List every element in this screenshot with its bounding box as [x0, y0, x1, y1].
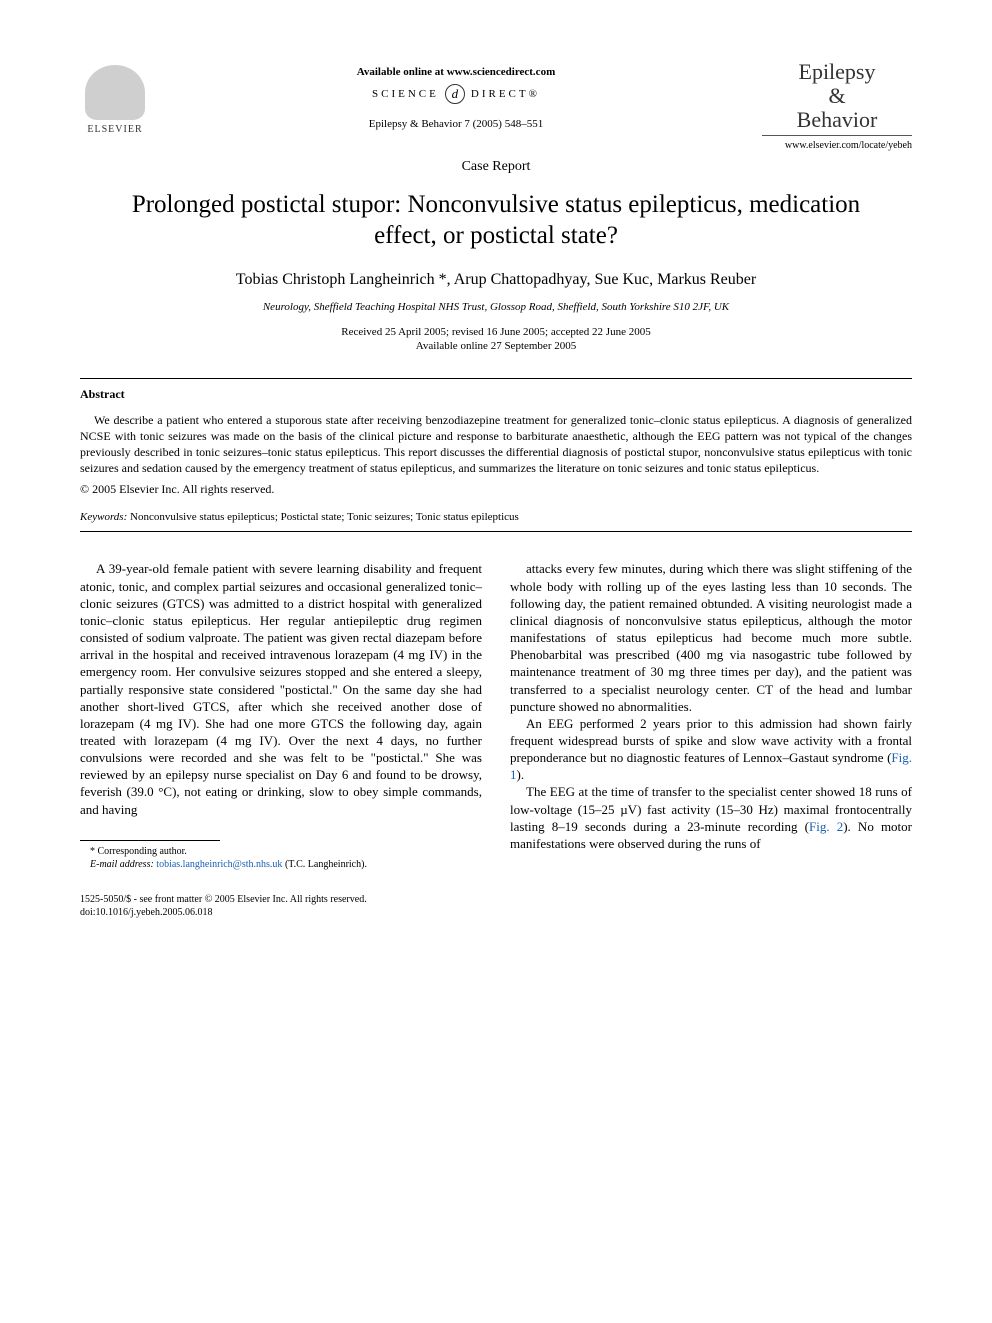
abstract-heading: Abstract	[80, 387, 912, 402]
footnote-rule	[80, 840, 220, 841]
publisher-name: ELSEVIER	[87, 124, 142, 135]
dates-online: Available online 27 September 2005	[80, 339, 912, 353]
body-columns: A 39-year-old female patient with severe…	[80, 560, 912, 918]
journal-title-amp: &	[762, 84, 912, 108]
keywords-text: Nonconvulsive status epilepticus; Postic…	[127, 511, 519, 523]
header-center: Available online at www.sciencedirect.co…	[150, 60, 762, 130]
abstract-top-rule	[80, 378, 912, 379]
footnote-email-line: E-mail address: tobias.langheinrich@sth.…	[80, 858, 482, 871]
email-label: E-mail address:	[90, 859, 154, 870]
column-left: A 39-year-old female patient with severe…	[80, 560, 482, 918]
journal-title-line1: Epilepsy	[762, 60, 912, 84]
available-online-text: Available online at www.sciencedirect.co…	[150, 66, 762, 78]
abstract-copyright: © 2005 Elsevier Inc. All rights reserved…	[80, 482, 912, 497]
abstract-body: We describe a patient who entered a stup…	[80, 412, 912, 477]
science-direct-left: SCIENCE	[372, 88, 439, 100]
body-paragraph-2: attacks every few minutes, during which …	[510, 560, 912, 714]
article-dates: Received 25 April 2005; revised 16 June …	[80, 325, 912, 354]
affiliation: Neurology, Sheffield Teaching Hospital N…	[80, 301, 912, 313]
column-right: attacks every few minutes, during which …	[510, 560, 912, 918]
author-email[interactable]: tobias.langheinrich@sth.nhs.uk	[156, 859, 282, 870]
corresponding-author: * Corresponding author.	[80, 845, 482, 858]
footer-block: 1525-5050/$ - see front matter © 2005 El…	[80, 893, 482, 919]
page-header: ELSEVIER Available online at www.science…	[80, 60, 912, 151]
elsevier-logo: ELSEVIER	[80, 60, 150, 140]
journal-title-block: Epilepsy & Behavior www.elsevier.com/loc…	[762, 60, 912, 151]
doi-line: doi:10.1016/j.yebeh.2005.06.018	[80, 906, 482, 919]
journal-reference: Epilepsy & Behavior 7 (2005) 548–551	[150, 118, 762, 130]
keywords-label: Keywords:	[80, 511, 127, 523]
email-suffix: (T.C. Langheinrich).	[282, 859, 367, 870]
science-direct-brand: SCIENCE d DIRECT®	[150, 84, 762, 104]
p3-end: ).	[517, 767, 525, 782]
science-direct-icon: d	[445, 84, 465, 104]
science-direct-right: DIRECT®	[471, 88, 540, 100]
journal-url: www.elsevier.com/locate/yebeh	[762, 140, 912, 151]
article-type: Case Report	[80, 159, 912, 175]
authors: Tobias Christoph Langheinrich *, Arup Ch…	[80, 271, 912, 289]
fig2-ref[interactable]: Fig. 2	[809, 819, 843, 834]
journal-title-line2: Behavior	[762, 108, 912, 132]
body-paragraph-1: A 39-year-old female patient with severe…	[80, 560, 482, 817]
p3-text: An EEG performed 2 years prior to this a…	[510, 716, 912, 765]
abstract-bottom-rule	[80, 531, 912, 532]
keywords: Keywords: Nonconvulsive status epileptic…	[80, 511, 912, 523]
dates-received: Received 25 April 2005; revised 16 June …	[80, 325, 912, 339]
article-title: Prolonged postictal stupor: Nonconvulsiv…	[120, 189, 872, 252]
body-paragraph-3: An EEG performed 2 years prior to this a…	[510, 715, 912, 784]
issn-line: 1525-5050/$ - see front matter © 2005 El…	[80, 893, 482, 906]
body-paragraph-4: The EEG at the time of transfer to the s…	[510, 783, 912, 852]
elsevier-tree-icon	[85, 65, 145, 120]
